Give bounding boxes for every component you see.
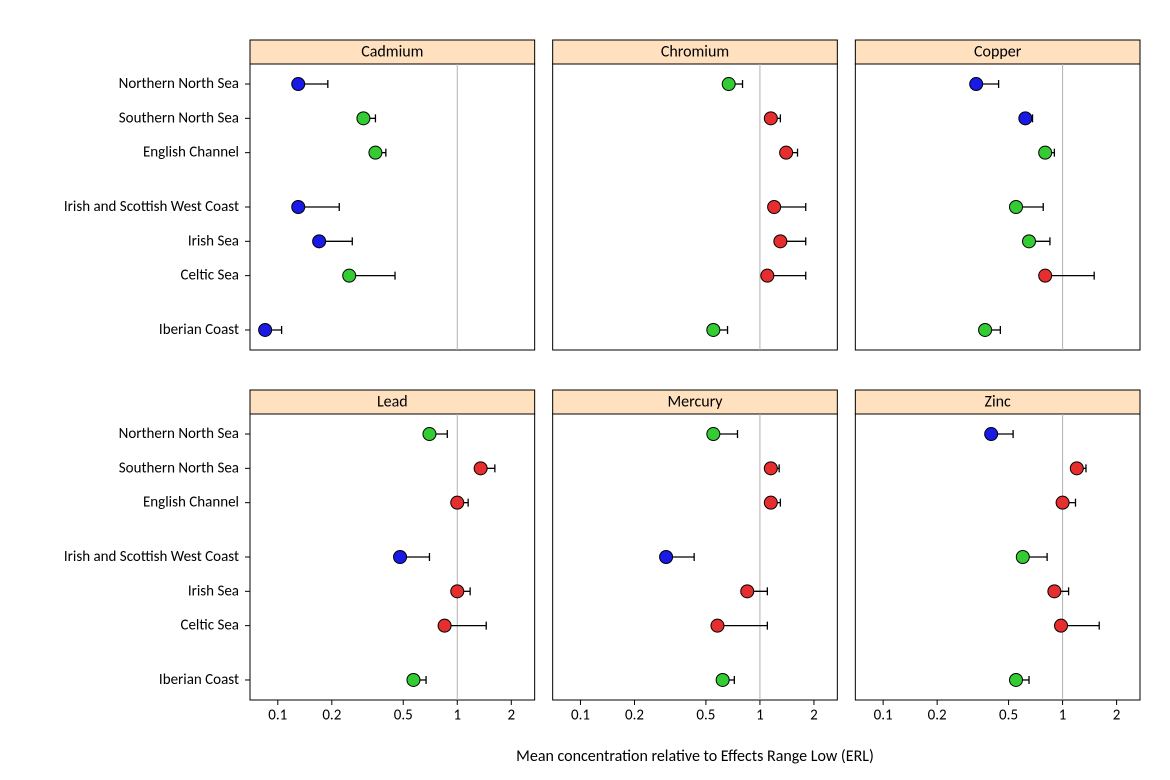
region-label: Southern North Sea [119, 459, 239, 477]
data-marker [1009, 673, 1022, 686]
chart-root: Cadmium Northern North Sea Southern North … [0, 0, 1170, 780]
chart-svg: Cadmium Northern North Sea Southern North … [0, 0, 1170, 780]
region-label: Celtic Sea [180, 617, 239, 635]
x-tick-label: 1 [756, 706, 764, 724]
data-marker [1039, 146, 1052, 159]
x-tick-label: 1 [1059, 706, 1067, 724]
data-marker [1019, 112, 1032, 125]
region-label: English Channel [143, 494, 239, 512]
data-marker [313, 235, 326, 248]
data-marker [764, 112, 777, 125]
data-marker [1023, 235, 1036, 248]
x-tick-label: 0.2 [625, 706, 644, 724]
data-marker [985, 428, 998, 441]
data-marker [343, 269, 356, 282]
panel-title: Chromium [661, 43, 729, 62]
data-marker [394, 551, 407, 564]
x-axis-label: Mean concentration relative to Effects R… [516, 747, 874, 766]
x-tick-label: 0.1 [571, 706, 590, 724]
data-marker [764, 496, 777, 509]
data-marker [1056, 496, 1069, 509]
data-marker [780, 146, 793, 159]
panel-copper: Copper [855, 40, 1140, 350]
data-marker [451, 496, 464, 509]
panel-chromium: Chromium [553, 40, 838, 350]
region-label: Iberian Coast [159, 321, 239, 339]
region-label: Irish Sea [188, 232, 239, 250]
data-marker [292, 78, 305, 91]
region-label: Northern North Sea [119, 425, 239, 443]
data-marker [1009, 201, 1022, 214]
data-marker [357, 112, 370, 125]
data-marker [722, 78, 735, 91]
panel-title: Mercury [667, 393, 723, 412]
data-marker [1048, 585, 1061, 598]
x-tick-label: 0.2 [322, 706, 341, 724]
panel-zinc: Zinc 0.1 0.2 0.5 1 2 [855, 390, 1140, 724]
data-marker [451, 585, 464, 598]
region-label: Irish Sea [188, 582, 239, 600]
data-marker [768, 201, 781, 214]
region-label: Iberian Coast [159, 671, 239, 689]
region-label: Northern North Sea [119, 75, 239, 93]
panel-title: Lead [377, 393, 408, 412]
data-marker [1016, 551, 1029, 564]
region-label: English Channel [143, 144, 239, 162]
data-marker [407, 673, 420, 686]
panel-body [855, 64, 1140, 350]
x-tick-label: 0.5 [999, 706, 1018, 724]
region-label: Southern North Sea [119, 109, 239, 127]
data-marker [660, 551, 673, 564]
data-marker [369, 146, 382, 159]
data-marker [764, 462, 777, 475]
data-marker [970, 78, 983, 91]
panel-title: Cadmium [361, 43, 423, 62]
panel-body [855, 414, 1140, 700]
x-tick-label: 2 [507, 706, 515, 724]
x-tick-label: 0.5 [696, 706, 715, 724]
data-marker [716, 673, 729, 686]
x-tick-label: 1 [453, 706, 461, 724]
data-marker [259, 323, 272, 336]
x-tick-label: 0.1 [874, 706, 893, 724]
x-tick-label: 2 [1113, 706, 1121, 724]
data-marker [438, 619, 451, 632]
panel-body [553, 414, 838, 700]
data-marker [292, 201, 305, 214]
region-label: Celtic Sea [180, 267, 239, 285]
data-marker [774, 235, 787, 248]
x-tick-label: 0.1 [268, 706, 287, 724]
data-marker [1039, 269, 1052, 282]
x-tick-label: 0.2 [928, 706, 947, 724]
data-marker [707, 323, 720, 336]
panel-title: Copper [974, 43, 1022, 62]
data-marker [741, 585, 754, 598]
x-tick-label: 0.5 [394, 706, 413, 724]
panel-body [250, 414, 535, 700]
data-marker [423, 428, 436, 441]
data-marker [979, 323, 992, 336]
data-marker [1070, 462, 1083, 475]
x-tick-label: 2 [810, 706, 818, 724]
data-marker [707, 428, 720, 441]
data-marker [474, 462, 487, 475]
panel-mercury: Mercury 0.1 0.2 0.5 1 2 [553, 390, 838, 724]
panel-title: Zinc [984, 393, 1011, 412]
data-marker [1055, 619, 1068, 632]
region-label: Irish and Scottish West Coast [64, 198, 239, 216]
data-marker [761, 269, 774, 282]
region-label: Irish and Scottish West Coast [64, 548, 239, 566]
data-marker [711, 619, 724, 632]
